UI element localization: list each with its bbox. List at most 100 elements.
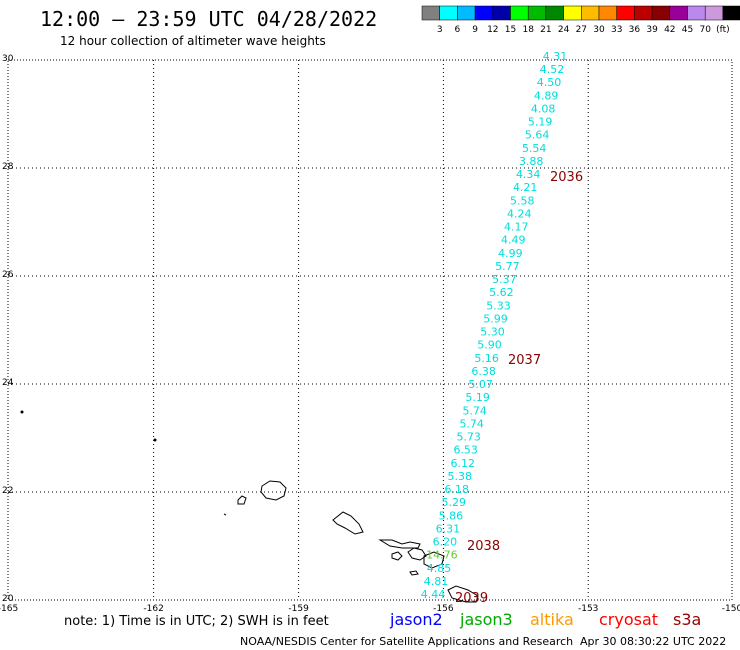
island-kahoolawe: [409, 570, 419, 576]
island-necker: [153, 438, 157, 442]
longitude-label: -159: [288, 604, 309, 614]
legend-swatch: [616, 5, 635, 21]
legend-label: 12: [487, 25, 498, 35]
wave-height-value: 5.54: [522, 142, 547, 155]
wave-height-value: 4.34: [516, 168, 541, 181]
legend-swatch: [687, 5, 706, 21]
latitude-label: 26: [2, 270, 14, 280]
legend-label: 15: [505, 25, 516, 35]
plot-frame: [7, 59, 733, 601]
lat-lon-grid: [8, 60, 732, 600]
island-kauai: [260, 480, 287, 501]
wave-height-value: 6.53: [453, 444, 478, 457]
wave-height-value: 5.64: [525, 129, 550, 142]
legend-label: 45: [682, 25, 693, 35]
longitude-label: -150: [722, 604, 740, 614]
legend-label: 18: [522, 25, 534, 35]
latitude-label: 28: [2, 162, 14, 172]
wave-height-value: 5.74: [462, 404, 487, 417]
island-maui-west: [407, 547, 427, 561]
legend-swatch: [704, 5, 724, 21]
legend-swatch: [457, 5, 476, 21]
color-scale-labels: 3 6 9 12 15 18 21 24 27 30 33 36 39 42 45 70 (ft): [437, 25, 730, 35]
island-lehua: [223, 513, 227, 516]
wave-height-value: 6.38: [471, 365, 496, 378]
wave-height-value: 5.74: [459, 417, 484, 430]
wave-height-value: 14.76: [426, 549, 458, 562]
wave-height-value: 4.24: [507, 208, 532, 221]
legend-label: 42: [664, 25, 675, 35]
legend-altika: altika: [530, 610, 574, 629]
legend-swatch: [581, 5, 600, 21]
wave-height-value: 5.07: [468, 378, 493, 391]
time-label-2038: 2038: [467, 539, 500, 554]
legend-label: 3: [437, 25, 443, 35]
legend-label: 36: [629, 25, 641, 35]
legend-label: 21: [540, 25, 551, 35]
latitude-label: 30: [2, 54, 14, 64]
legend-label: 24: [558, 25, 570, 35]
legend-label: 27: [576, 25, 587, 35]
wave-height-value: 4.44: [421, 588, 446, 601]
wave-height-value: 5.62: [489, 286, 514, 299]
legend-swatch: [651, 5, 671, 21]
wave-height-value: 4.49: [501, 234, 526, 247]
wave-height-value: 4.81: [424, 575, 449, 588]
island-molokai: [378, 539, 421, 549]
legend-label: 70: [699, 25, 711, 35]
wave-height-value: 4.31: [543, 50, 568, 63]
wave-height-value: 5.73: [456, 431, 481, 444]
legend-swatch: [563, 5, 582, 21]
wave-height-value: 6.31: [436, 522, 461, 535]
time-label-2036: 2036: [550, 170, 583, 185]
legend-label: 39: [646, 25, 658, 35]
wave-height-value: 4.50: [537, 76, 562, 89]
wave-height-value: 5.77: [495, 260, 520, 273]
wave-height-value: 4.08: [531, 103, 556, 116]
footer-credit: NOAA/NESDIS Center for Satellite Applica…: [240, 635, 573, 648]
legend-swatch: [669, 5, 688, 21]
time-label-2037: 2037: [508, 353, 541, 368]
map-subtitle: 12 hour collection of altimeter wave hei…: [60, 34, 326, 48]
footer-note: note: 1) Time is in UTC; 2) SWH is in fe…: [64, 614, 329, 629]
wave-height-value: 5.19: [465, 391, 490, 404]
legend-swatch: [527, 5, 547, 21]
wave-height-value: 4.52: [540, 63, 565, 76]
legend-jason3: jason3: [459, 610, 513, 629]
wave-height-value: 6.18: [445, 483, 470, 496]
wave-height-value: 5.38: [448, 470, 473, 483]
legend-swatch: [510, 5, 529, 21]
island-oahu: [332, 511, 364, 535]
wave-height-value: 6.20: [433, 536, 458, 549]
axis-labels: 30 28 26 24 22 20-165 -162 -159 -156 -153 -150: [0, 54, 740, 614]
wave-height-value: 5.16: [474, 352, 499, 365]
time-label-2039: 2039: [455, 591, 488, 606]
legend-swatch: [634, 5, 653, 21]
longitude-label: -162: [143, 604, 163, 614]
longitude-label: -156: [433, 604, 454, 614]
legend-swatch: [492, 5, 511, 21]
legend-label: 30: [593, 25, 605, 35]
legend-swatch: [545, 5, 564, 21]
map-title: 12:00 — 23:59 UTC 04/28/2022: [40, 7, 377, 31]
island-hawaii: [447, 585, 479, 603]
longitude-label: -165: [0, 604, 18, 614]
island-niihau: [237, 495, 247, 505]
hawaiian-islands: [20, 410, 479, 603]
wave-height-value: 5.99: [483, 312, 508, 325]
legend-s3a: s3a: [673, 610, 701, 629]
legend-label: 9: [472, 25, 478, 35]
wave-height-value: 4.99: [498, 247, 523, 260]
wave-height-value: 5.90: [477, 339, 502, 352]
wave-height-value: 5.29: [442, 496, 467, 509]
legend-swatch: [722, 5, 740, 21]
island-maui-east: [423, 551, 445, 569]
legend-cryosat: cryosat: [599, 610, 658, 629]
footer-timestamp: Apr 30 08:30:22 UTC 2022: [580, 635, 726, 648]
longitude-label: -153: [578, 604, 598, 614]
wave-height-value: 4.21: [513, 181, 538, 194]
latitude-label: 24: [2, 378, 14, 388]
wave-height-value: 5.37: [492, 273, 517, 286]
wave-height-value: 6.12: [451, 457, 476, 470]
